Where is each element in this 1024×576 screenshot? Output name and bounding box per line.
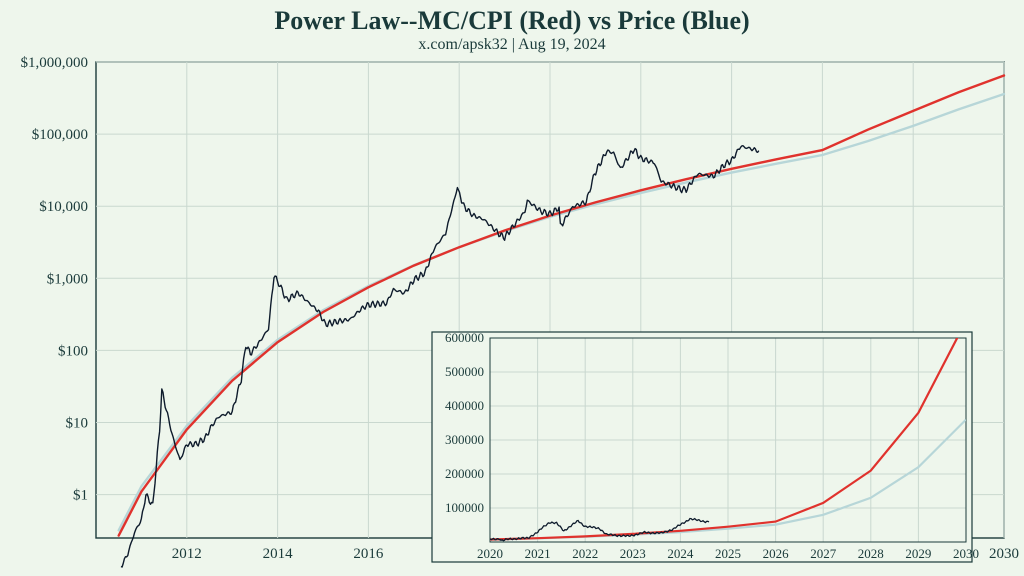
inset-chart: 100000 200000 300000 400000 500000 600000 2020…: [432, 321, 979, 562]
svg-text:2023: 2023: [620, 546, 646, 561]
subtitle-source: x.com/apsk32: [418, 36, 507, 53]
svg-text:2029: 2029: [905, 546, 931, 561]
svg-text:2030: 2030: [953, 546, 979, 561]
svg-text:300000: 300000: [445, 432, 484, 447]
svg-text:200000: 200000: [445, 466, 484, 481]
svg-text:2021: 2021: [525, 546, 551, 561]
svg-text:500000: 500000: [445, 364, 484, 379]
svg-text:2028: 2028: [858, 546, 884, 561]
svg-text:$10,000: $10,000: [39, 199, 88, 215]
svg-text:2027: 2027: [810, 546, 837, 561]
svg-text:100000: 100000: [445, 500, 484, 515]
chart-subtitle: x.com/apsk32 | Aug 19, 2024: [0, 36, 1024, 54]
svg-text:2026: 2026: [763, 546, 790, 561]
power-law-chart: $1 $10 $100 $1,000 $10,000 $100,000 $1,000,000…: [0, 54, 1024, 572]
svg-text:2012: 2012: [172, 546, 202, 562]
svg-text:2030: 2030: [989, 546, 1019, 562]
subtitle-sep: |: [508, 36, 518, 53]
svg-text:400000: 400000: [445, 398, 484, 413]
svg-text:$100,000: $100,000: [32, 127, 88, 143]
svg-text:2022: 2022: [572, 546, 598, 561]
svg-text:2025: 2025: [715, 546, 741, 561]
svg-text:2014: 2014: [263, 546, 294, 562]
svg-text:$1: $1: [73, 488, 88, 504]
svg-text:2016: 2016: [353, 546, 384, 562]
chart-title: Power Law--MC/CPI (Red) vs Price (Blue): [0, 6, 1024, 36]
svg-text:2020: 2020: [477, 546, 503, 561]
svg-text:$10: $10: [66, 415, 89, 431]
svg-text:600000: 600000: [445, 330, 484, 345]
svg-text:2024: 2024: [667, 546, 694, 561]
svg-text:$100: $100: [58, 343, 88, 359]
subtitle-date: Aug 19, 2024: [518, 36, 606, 53]
svg-text:$1,000: $1,000: [47, 271, 88, 287]
svg-text:$1,000,000: $1,000,000: [21, 55, 89, 71]
